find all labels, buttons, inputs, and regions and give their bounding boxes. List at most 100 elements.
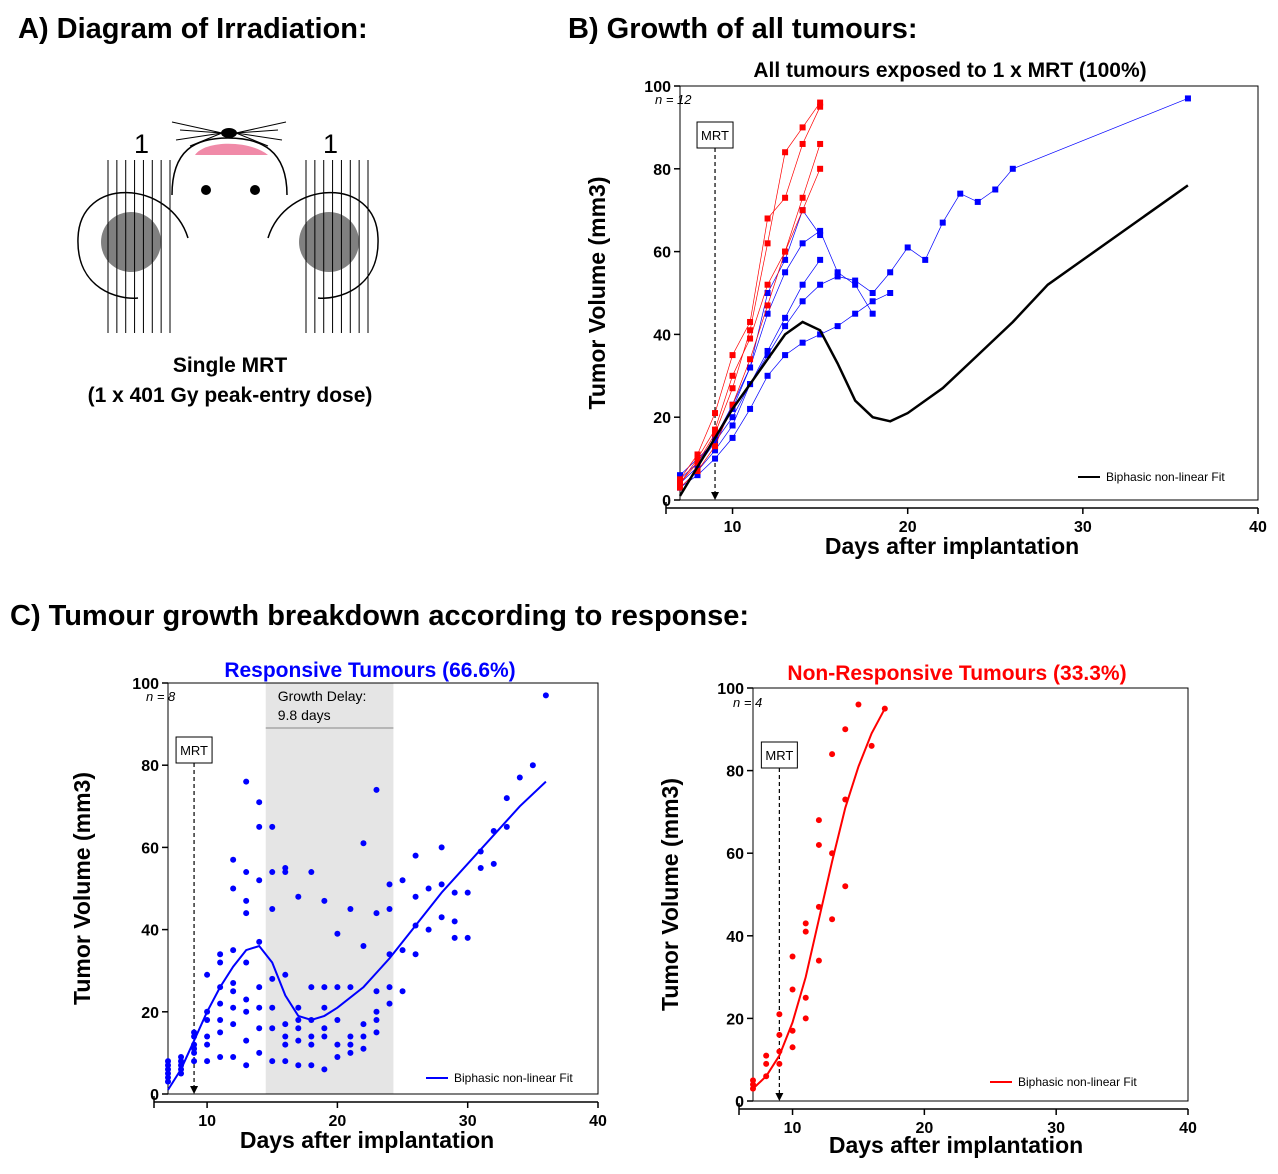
beam-count-right: 1 — [323, 129, 338, 159]
data-point — [165, 1070, 171, 1077]
data-point — [373, 1017, 380, 1024]
data-point — [334, 984, 341, 991]
data-point — [282, 869, 289, 876]
nonresponsive-point — [694, 459, 701, 466]
data-point — [230, 1004, 237, 1011]
responsive-series-line — [679, 209, 821, 480]
responsive-point — [1009, 165, 1016, 172]
right-tumour — [299, 212, 359, 272]
mrt-arrowhead — [190, 1086, 199, 1094]
responsive-point — [782, 314, 789, 321]
nonresponsive-point — [799, 124, 806, 131]
data-point — [855, 701, 862, 708]
irradiation-diagram: 1 1 Single MRT (1 x 401 Gy peak-entry do… — [77, 121, 379, 407]
data-point — [399, 947, 406, 954]
responsive-point — [887, 290, 894, 296]
nonresponsive-point — [729, 372, 736, 379]
data-point — [256, 1025, 263, 1032]
nonresponsive-point — [729, 401, 736, 408]
data-point — [243, 1062, 250, 1069]
data-point — [399, 877, 406, 884]
mouse-nose — [221, 128, 237, 138]
nonresponsive-point — [799, 207, 806, 214]
data-point — [217, 1000, 224, 1007]
data-point — [802, 994, 809, 1001]
data-point — [217, 959, 224, 966]
y-tick-label: 100 — [717, 681, 744, 698]
data-point — [412, 893, 419, 900]
data-point — [451, 918, 458, 925]
plot-frame — [752, 687, 1189, 1102]
responsive-point — [834, 323, 841, 330]
mouse-nose-glow — [195, 143, 268, 155]
y-tick-label: 80 — [653, 162, 671, 179]
responsive-point — [764, 372, 771, 379]
data-point — [503, 795, 510, 802]
data-point — [217, 1017, 224, 1024]
heading-b: B) Growth of all tumours: — [568, 13, 918, 45]
responsive-point — [764, 310, 771, 317]
data-point — [321, 897, 328, 904]
data-point — [373, 1008, 380, 1015]
data-point — [217, 951, 224, 958]
nonresponsive-point — [764, 302, 771, 309]
data-point — [776, 1031, 783, 1038]
data-point — [321, 1066, 328, 1073]
data-point — [243, 778, 250, 785]
chart-nonresponsive-tumours: 10 20 30 40 0 20 40 60 80 100 Non-Responsive Tumou… — [657, 662, 1197, 1158]
data-point — [464, 889, 471, 896]
responsive-point — [764, 290, 771, 296]
responsive-point — [799, 339, 806, 346]
nonresponsive-point — [817, 99, 824, 106]
y-axis-label: Tumor Volume (mm3) — [584, 177, 610, 410]
mouse-head-outline — [171, 137, 288, 196]
x-tick-label: 10 — [784, 1120, 802, 1137]
data-point — [386, 984, 393, 991]
responsive-point — [782, 269, 789, 276]
y-tick-label: 60 — [653, 245, 671, 262]
n-label: n = 8 — [146, 689, 176, 704]
mrt-label: MRT — [701, 128, 729, 143]
data-point — [269, 906, 276, 913]
data-point — [217, 1029, 224, 1036]
responsive-point — [782, 256, 789, 263]
microbeams-right — [305, 160, 369, 333]
nonresponsive-point — [799, 140, 806, 147]
x-tick-label: 40 — [1249, 519, 1267, 536]
data-point — [243, 897, 250, 904]
responsive-point — [1184, 95, 1191, 102]
responsive-point — [764, 347, 771, 354]
data-point — [321, 1004, 328, 1011]
data-point — [373, 988, 380, 995]
nonresponsive-point — [817, 103, 824, 110]
x-tick-label: 30 — [459, 1113, 477, 1130]
responsive-series-line — [679, 292, 891, 488]
nonresponsive-series-line — [679, 106, 821, 480]
y-tick-label: 60 — [726, 846, 744, 863]
responsive-point — [799, 240, 806, 247]
data-point — [373, 1029, 380, 1036]
mouse-eye-right — [250, 185, 260, 195]
responsive-point — [782, 352, 789, 359]
y-tick-label: 100 — [132, 676, 159, 693]
nonresponsive-series-line — [679, 102, 821, 484]
x-tick-label: 30 — [1047, 1120, 1065, 1137]
data-point — [204, 971, 211, 978]
data-point — [230, 1054, 237, 1061]
data-point — [191, 1049, 198, 1056]
fit-curve — [678, 184, 1189, 497]
data-point — [451, 889, 458, 896]
data-point — [868, 742, 875, 749]
whiskers — [171, 121, 287, 147]
data-point — [386, 906, 393, 913]
data-point — [829, 916, 836, 923]
data-point — [308, 1062, 315, 1069]
x-tick-label: 30 — [1074, 519, 1092, 536]
nonresponsive-point — [782, 194, 789, 201]
data-point — [256, 1004, 263, 1011]
responsive-point — [712, 447, 719, 454]
data-point — [243, 1008, 250, 1015]
data-point — [776, 1060, 783, 1067]
y-tick-label: 20 — [653, 410, 671, 427]
